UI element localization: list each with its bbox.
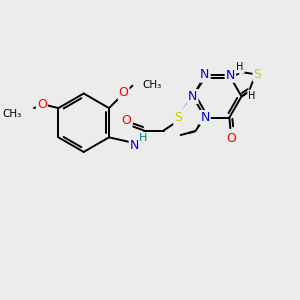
Text: H: H: [248, 91, 256, 100]
Text: H: H: [139, 133, 147, 143]
Text: N: N: [200, 111, 210, 124]
Text: CH₃: CH₃: [2, 109, 21, 119]
Text: N: N: [200, 111, 210, 124]
Text: O: O: [226, 132, 236, 146]
Text: N: N: [188, 90, 197, 103]
Text: CH₃: CH₃: [142, 80, 161, 90]
Text: N: N: [226, 69, 235, 82]
Text: N: N: [199, 68, 209, 81]
Text: N: N: [200, 69, 210, 82]
Text: O: O: [122, 114, 131, 127]
Text: O: O: [119, 86, 129, 99]
Text: H: H: [236, 62, 244, 73]
Text: O: O: [37, 98, 47, 111]
Text: N: N: [130, 139, 139, 152]
Text: S: S: [254, 68, 261, 81]
Text: S: S: [174, 111, 182, 124]
